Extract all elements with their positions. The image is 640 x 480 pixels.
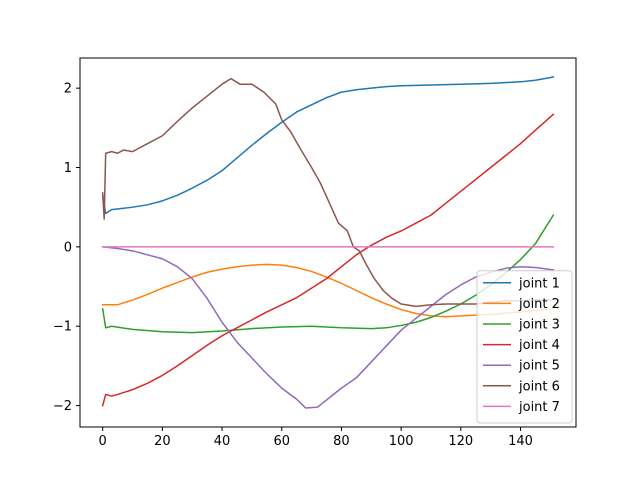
y-tick-label: 0 [64,240,72,255]
x-tick-label: 0 [99,434,107,449]
x-tick-label: 20 [154,434,171,449]
series-line-joint-6 [101,77,555,308]
x-tick-label: 100 [389,434,414,449]
x-tick-label: 140 [508,434,533,449]
y-tick-label: −2 [53,399,72,414]
legend-label-joint-7: joint 7 [518,400,560,415]
x-tick-label: 60 [273,434,290,449]
y-tick-label: 1 [64,161,72,176]
legend-label-joint-1: joint 1 [518,276,560,291]
x-tick-label: 80 [333,434,350,449]
x-tick-label: 40 [214,434,231,449]
legend-label-joint-2: joint 2 [518,297,560,312]
plot-frame [79,57,577,428]
legend-box [476,270,573,424]
legend-label-joint-3: joint 3 [518,318,560,333]
axes-layer: 0 20 40 60 80 100 120 140 2 1 0 −1 −2 [53,82,533,449]
series-line-joint-1 [101,76,555,215]
legend-label-joint-4: joint 4 [518,338,560,353]
legend: joint 1 joint 2 joint 3 joint 4 joint 5 joint… [476,270,573,424]
series-line-joint-4 [101,113,555,407]
legend-label-joint-6: joint 6 [518,379,560,394]
legend-label-joint-5: joint 5 [518,359,560,374]
y-tick-label: 2 [64,82,72,97]
x-tick-label: 120 [448,434,473,449]
series-layer [101,76,555,409]
series-line-joint-5 [101,246,555,409]
y-tick-label: −1 [53,320,72,335]
series-line-joint-2 [101,263,555,318]
